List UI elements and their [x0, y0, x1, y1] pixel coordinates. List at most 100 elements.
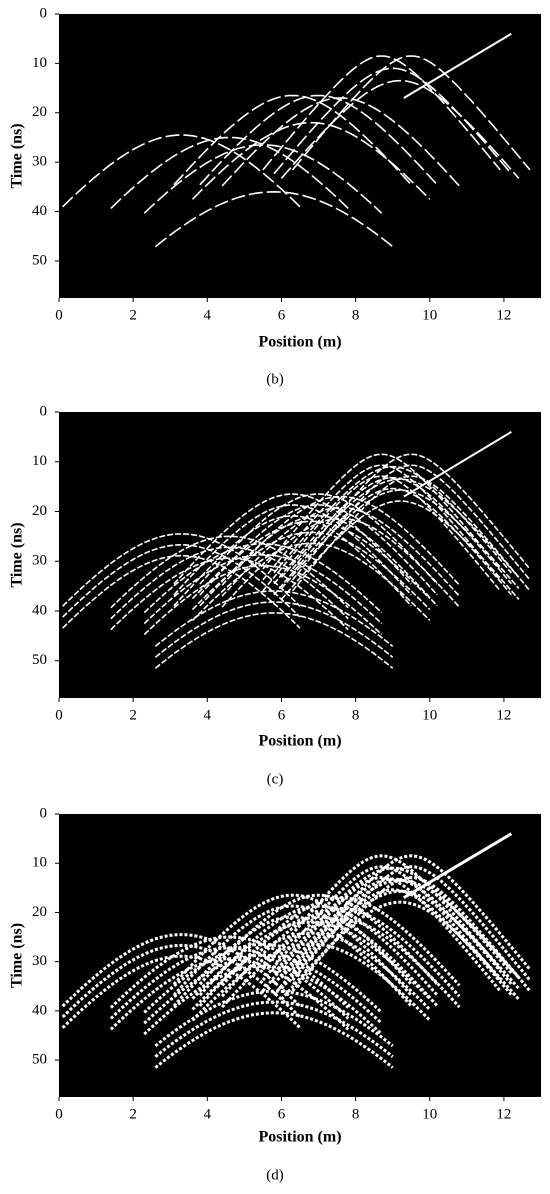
reflection [199, 493, 438, 585]
reflection [272, 877, 513, 985]
image [61, 832, 532, 1069]
reflection [110, 546, 349, 620]
x-axis-label: Position (m) [258, 334, 341, 351]
y-tick-label: 10 [32, 55, 47, 71]
x-tick-label: 10 [422, 707, 437, 723]
reflection [61, 954, 302, 1029]
y-tick-label: 0 [40, 5, 48, 21]
caption: (b) [266, 371, 284, 387]
x-tick-label: 6 [278, 307, 286, 323]
x-tick-label: 0 [55, 307, 63, 323]
y-tick-label: 10 [32, 453, 47, 469]
reflection [173, 504, 412, 596]
direct-wave [403, 431, 512, 498]
reflection [62, 554, 301, 629]
y-tick-label: 0 [40, 403, 48, 419]
y-tick-label: 20 [32, 104, 47, 120]
reflection [280, 900, 520, 1001]
reflection [221, 517, 460, 608]
x-tick-label: 12 [496, 707, 511, 723]
reflection [172, 915, 413, 1007]
x-tick-label: 6 [278, 707, 286, 723]
reflection [273, 476, 512, 585]
reflection [191, 542, 431, 622]
y-tick-label: 20 [32, 503, 47, 519]
reflection [143, 144, 383, 214]
reflection [154, 612, 394, 669]
x-tick-label: 2 [129, 307, 137, 323]
caption: (c) [267, 771, 284, 787]
x-tick-label: 10 [422, 1106, 437, 1122]
reflection [273, 67, 512, 175]
reflection [221, 506, 460, 597]
reflection [280, 500, 520, 600]
reflection [143, 964, 383, 1036]
image [62, 32, 531, 248]
reflection [154, 190, 394, 248]
reflection [191, 121, 431, 200]
y-tick-label: 50 [32, 1052, 47, 1068]
reflection [191, 520, 431, 600]
reflection [62, 543, 301, 618]
reflection [61, 933, 302, 1008]
reflection [221, 97, 460, 187]
x-tick-label: 0 [55, 1106, 63, 1122]
reflection [262, 475, 501, 592]
reflection [173, 94, 412, 186]
reflection [143, 554, 383, 625]
x-tick-label: 12 [496, 1106, 511, 1122]
reflection [280, 878, 520, 979]
x-tick-label: 6 [278, 1106, 286, 1122]
y-axis-label: Time (ns) [9, 123, 26, 188]
x-tick-label: 12 [496, 307, 511, 323]
reflection [273, 487, 512, 596]
reflection [199, 504, 438, 596]
reflection [272, 888, 513, 996]
reflection [154, 1011, 394, 1069]
x-tick-label: 8 [352, 307, 360, 323]
reflection [143, 542, 383, 614]
reflection [110, 136, 349, 209]
y-tick-label: 40 [32, 1002, 47, 1018]
x-tick-label: 4 [204, 707, 212, 723]
y-tick-label: 40 [32, 203, 47, 219]
reflection [154, 989, 394, 1048]
x-tick-label: 2 [129, 1106, 137, 1122]
reflection [199, 515, 438, 607]
reflection [62, 533, 301, 607]
y-tick-label: 30 [32, 553, 47, 569]
reflection [61, 943, 302, 1019]
reflection [199, 94, 438, 186]
x-tick-label: 2 [129, 707, 137, 723]
reflection [109, 957, 350, 1031]
direct-wave [403, 32, 512, 99]
reflection [272, 866, 513, 975]
x-axis-label: Position (m) [258, 733, 341, 750]
x-tick-label: 4 [204, 1106, 212, 1122]
reflection [110, 557, 349, 631]
plot-area [59, 814, 541, 1097]
y-axis-label: Time (ns) [9, 923, 26, 988]
direct-wave [403, 832, 513, 899]
reflection [143, 564, 383, 636]
reflection [280, 889, 520, 990]
y-tick-label: 10 [32, 855, 47, 871]
reflection [110, 535, 349, 609]
caption: (d) [266, 1167, 284, 1183]
y-tick-label: 50 [32, 652, 47, 668]
y-tick-label: 40 [32, 602, 47, 618]
reflection [154, 1000, 394, 1058]
x-tick-label: 4 [204, 307, 212, 323]
y-tick-label: 20 [32, 904, 47, 920]
y-tick-label: 0 [40, 805, 48, 821]
reflection [198, 893, 439, 986]
reflection [154, 601, 394, 658]
x-axis-label: Position (m) [258, 1129, 341, 1146]
reflection [273, 465, 512, 574]
reflection [291, 475, 531, 592]
y-tick-label: 30 [32, 154, 47, 170]
x-tick-label: 0 [55, 707, 63, 723]
x-tick-label: 8 [352, 707, 360, 723]
reflection [143, 942, 383, 1014]
